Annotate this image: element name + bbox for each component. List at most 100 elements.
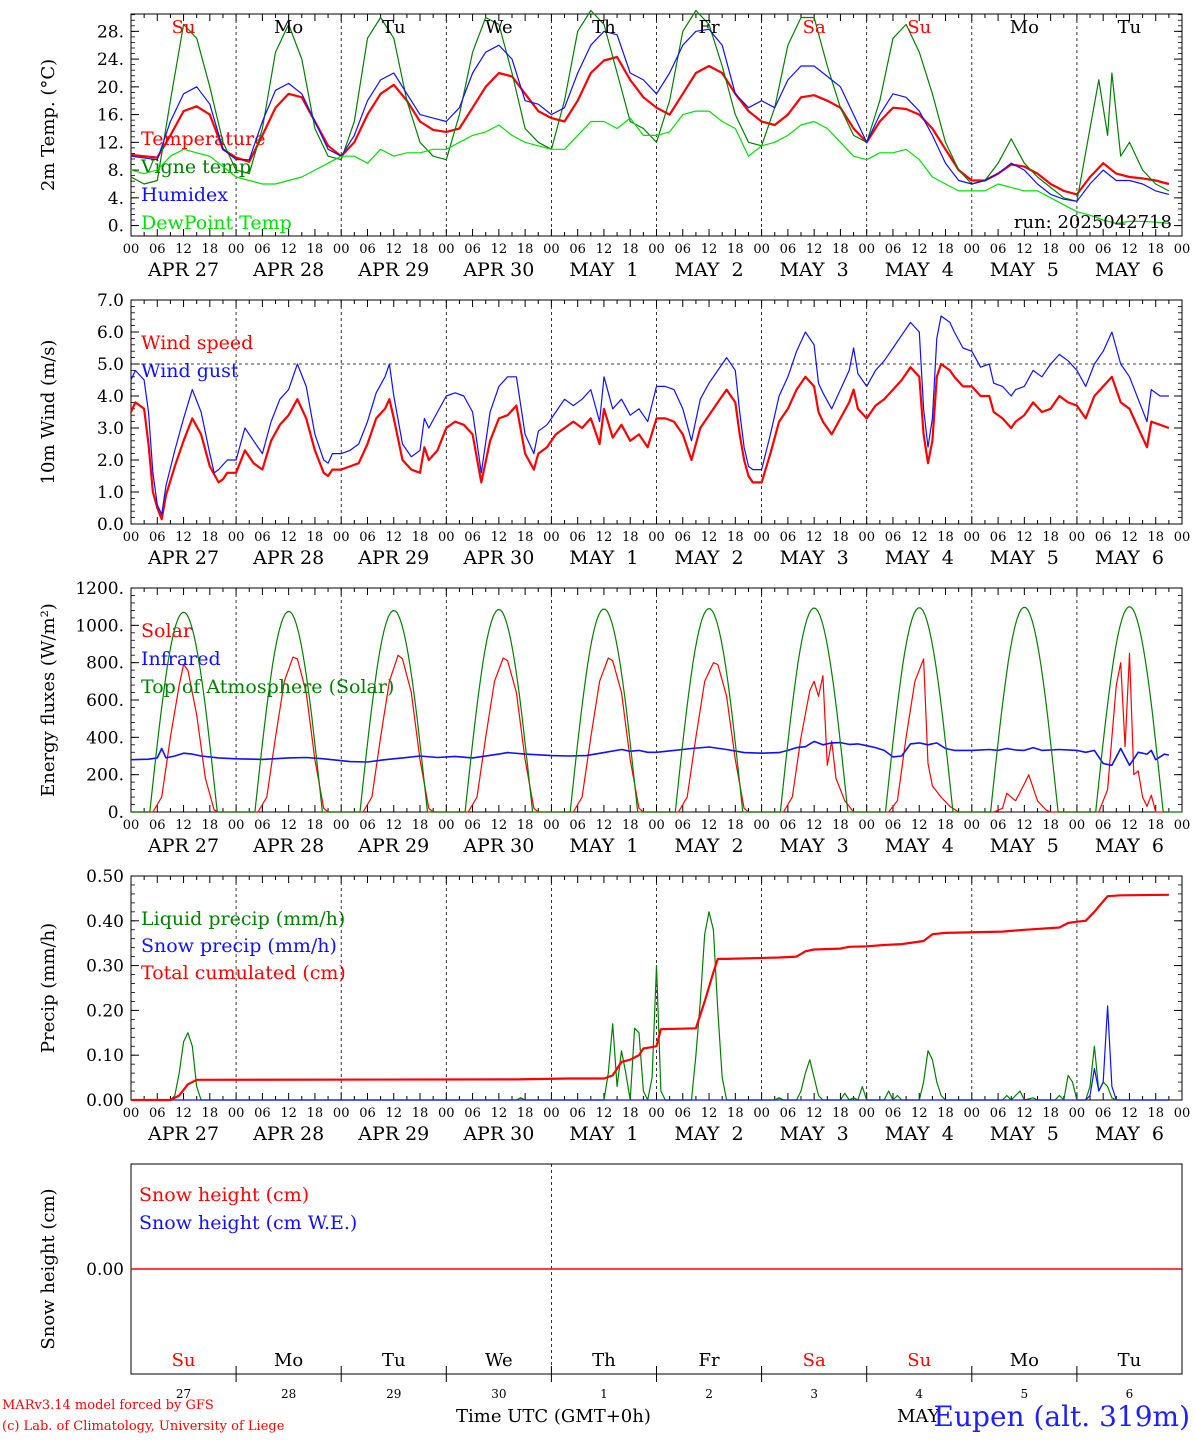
snow-day-number: 29 bbox=[386, 1387, 401, 1401]
hour-tick-label: 00 bbox=[964, 818, 981, 833]
snow-day-number: 4 bbox=[915, 1387, 923, 1401]
hour-tick-label: 12 bbox=[596, 530, 613, 545]
hour-tick-label: 06 bbox=[569, 530, 586, 545]
hour-tick-label: 12 bbox=[911, 818, 928, 833]
day-label: MAY 2 bbox=[674, 547, 743, 569]
hour-tick-label: 18 bbox=[622, 242, 639, 257]
hour-tick-label: 06 bbox=[359, 818, 376, 833]
day-label: MAY 3 bbox=[780, 259, 849, 281]
y-axis-title: 10m Wind (m/s) bbox=[38, 340, 59, 485]
weekday-label: Sa bbox=[803, 17, 826, 38]
y-tick-label: 8. bbox=[108, 161, 124, 181]
hour-tick-label: 12 bbox=[280, 242, 297, 257]
hour-tick-label: 18 bbox=[622, 1106, 639, 1121]
y-tick-label: 1200. bbox=[75, 579, 124, 599]
hour-tick-label: 12 bbox=[280, 1106, 297, 1121]
series-line-4-2 bbox=[131, 1005, 1169, 1101]
hour-tick-label: 00 bbox=[648, 530, 665, 545]
day-label: MAY 1 bbox=[569, 835, 638, 857]
hour-tick-label: 18 bbox=[727, 818, 744, 833]
hour-tick-label: 12 bbox=[175, 1106, 192, 1121]
y-tick-label: 600. bbox=[86, 691, 124, 711]
hour-tick-label: 12 bbox=[491, 818, 508, 833]
hour-tick-label: 12 bbox=[175, 818, 192, 833]
legend-entry: DewPoint Temp bbox=[141, 212, 292, 234]
hour-tick-label: 12 bbox=[1121, 242, 1138, 257]
weekday-label: Fr bbox=[699, 17, 720, 38]
hour-tick-label: 18 bbox=[622, 818, 639, 833]
hour-tick-label: 00 bbox=[438, 242, 455, 257]
day-label: MAY 3 bbox=[780, 547, 849, 569]
hour-tick-label: 06 bbox=[885, 242, 902, 257]
y-tick-label: 0. bbox=[108, 803, 124, 823]
day-label: MAY 5 bbox=[990, 259, 1059, 281]
day-label: APR 27 bbox=[147, 259, 219, 281]
panel-frame bbox=[130, 587, 1183, 813]
hour-tick-label: 06 bbox=[780, 530, 797, 545]
hour-tick-label: 06 bbox=[675, 818, 692, 833]
hour-tick-label: 18 bbox=[517, 530, 534, 545]
hour-tick-label: 18 bbox=[307, 530, 324, 545]
hour-tick-label: 06 bbox=[990, 530, 1007, 545]
day-label: APR 29 bbox=[357, 259, 429, 281]
hour-tick-label: 12 bbox=[806, 1106, 823, 1121]
legend-entry: Liquid precip (mm/h) bbox=[141, 908, 345, 930]
hour-tick-label: 06 bbox=[149, 242, 166, 257]
hour-tick-label: 00 bbox=[228, 530, 245, 545]
y-axis-title: 2m Temp. (°C) bbox=[38, 59, 59, 191]
y-tick-label: 0.00 bbox=[86, 1260, 124, 1280]
hour-tick-label: 06 bbox=[569, 1106, 586, 1121]
hour-tick-label: 06 bbox=[149, 530, 166, 545]
snow-day-number: 1 bbox=[600, 1387, 608, 1401]
day-label: MAY 1 bbox=[569, 547, 638, 569]
hour-tick-label: 18 bbox=[622, 530, 639, 545]
weekday-label: Su bbox=[907, 17, 931, 38]
series-line-1-3 bbox=[130, 28, 1170, 202]
hour-tick-label: 18 bbox=[1147, 1106, 1164, 1121]
hour-tick-label: 00 bbox=[964, 1106, 981, 1121]
y-tick-label: 800. bbox=[86, 654, 124, 674]
day-label: MAY 2 bbox=[674, 835, 743, 857]
hour-tick-label: 18 bbox=[517, 818, 534, 833]
day-label: APR 28 bbox=[252, 547, 324, 569]
y-tick-label: 0.40 bbox=[86, 912, 124, 932]
hour-tick-label: 00 bbox=[438, 818, 455, 833]
hour-tick-label: 18 bbox=[937, 242, 954, 257]
hour-tick-label: 00 bbox=[753, 242, 770, 257]
y-tick-label: 4.0 bbox=[97, 387, 124, 407]
y-tick-label: 0.50 bbox=[86, 867, 124, 887]
hour-tick-label: 06 bbox=[885, 1106, 902, 1121]
y-tick-label: 5.0 bbox=[97, 355, 124, 375]
hour-tick-label: 00 bbox=[333, 1106, 350, 1121]
weekday-label: Su bbox=[172, 17, 196, 38]
hour-tick-label: 18 bbox=[307, 242, 324, 257]
day-label: MAY 6 bbox=[1095, 835, 1164, 857]
day-label: MAY 2 bbox=[674, 1123, 743, 1145]
hour-tick-label: 12 bbox=[280, 818, 297, 833]
hour-tick-label: 18 bbox=[937, 1106, 954, 1121]
snow-weekday-label: Tu bbox=[1118, 1350, 1142, 1371]
panel-5: 0.00 Snow height (cm) Snow height (cm) Snow… bbox=[38, 1163, 1183, 1382]
y-tick-label: 28. bbox=[97, 22, 124, 42]
hour-tick-label: 06 bbox=[885, 530, 902, 545]
hour-tick-label: 18 bbox=[1042, 818, 1059, 833]
legend-entry: Wind gust bbox=[141, 360, 239, 382]
snow-weekday-label: Mo bbox=[1010, 1350, 1039, 1371]
series-line-2-2 bbox=[130, 315, 1169, 515]
y-tick-label: 0.00 bbox=[86, 1091, 124, 1111]
weekday-label: Tu bbox=[382, 17, 406, 38]
hour-tick-label: 00 bbox=[858, 818, 875, 833]
hour-tick-label: 18 bbox=[412, 1106, 429, 1121]
hour-tick-label: 12 bbox=[806, 818, 823, 833]
hour-tick-label: 06 bbox=[464, 818, 481, 833]
hour-tick-label: 12 bbox=[491, 530, 508, 545]
hour-tick-label: 06 bbox=[675, 1106, 692, 1121]
hour-tick-label: 00 bbox=[1174, 818, 1191, 833]
hour-tick-label: 12 bbox=[596, 242, 613, 257]
series-line-2-1 bbox=[130, 362, 1170, 521]
hour-tick-label: 12 bbox=[596, 818, 613, 833]
hour-tick-label: 00 bbox=[964, 242, 981, 257]
snow-weekday-label: Su bbox=[172, 1350, 196, 1371]
hour-tick-label: 18 bbox=[307, 818, 324, 833]
